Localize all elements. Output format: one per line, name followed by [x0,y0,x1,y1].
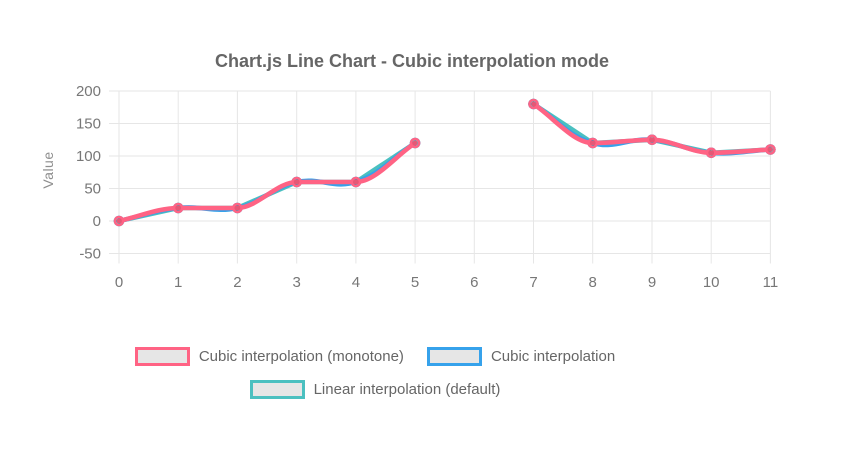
data-point[interactable] [350,176,362,188]
legend-swatch-cubic-monotone [134,347,190,366]
y-tick-label: 0 [93,213,101,230]
plot-area[interactable] [119,91,770,254]
data-point[interactable] [232,202,243,214]
series-line-monotone [116,140,418,224]
legend-label-linear: Linear interpolation (default) [313,381,501,398]
data-point[interactable] [409,137,421,149]
legend-swatch-cubic [426,347,482,366]
data-point[interactable] [765,144,776,155]
legend-item-cubic[interactable]: Cubic interpolation [426,347,616,366]
data-point[interactable] [587,137,599,149]
chart-title: Chart.js Line Chart - Cubic interpolatio… [214,51,610,71]
data-point[interactable] [528,98,539,110]
x-tick-label: 2 [233,274,241,291]
x-tick-label: 0 [115,274,123,291]
x-tick-label: 4 [352,274,360,291]
x-tick-label: 6 [470,274,478,291]
legend-item-linear[interactable]: Linear interpolation (default) [249,380,501,399]
x-tick-label: 9 [648,274,656,291]
x-tick-label: 8 [589,274,597,291]
series-line-monotone [531,101,773,156]
chart-canvas[interactable]: 200 150 100 50 0 -50 0 1 2 3 4 5 6 7 8 9 10 11 [0,0,841,330]
x-tick-label: 5 [411,274,419,291]
y-tick-label: -50 [79,246,101,263]
y-tick-label: 200 [76,83,101,100]
chart-legend: Cubic interpolation (monotone) Cubic int… [0,347,750,399]
legend-swatch-linear [249,380,305,399]
x-tick-label: 1 [174,274,182,291]
data-point[interactable] [646,134,658,146]
x-tick-label: 11 [763,274,779,291]
legend-row-1: Cubic interpolation (monotone) Cubic int… [134,347,616,366]
data-point[interactable] [113,215,125,227]
legend-label-cubic-monotone: Cubic interpolation (monotone) [198,348,404,365]
y-tick-label: 50 [84,181,101,198]
data-point[interactable] [291,176,303,188]
x-tick-label: 7 [529,274,537,291]
x-tick-label: 3 [293,274,301,291]
y-tick-label: 100 [76,148,101,165]
legend-row-2: Linear interpolation (default) [249,380,501,399]
legend-item-cubic-monotone[interactable]: Cubic interpolation (monotone) [134,347,404,366]
x-tick-label: 10 [703,274,720,291]
data-point[interactable] [172,202,184,214]
legend-label-cubic: Cubic interpolation [490,348,616,365]
data-point[interactable] [705,147,717,159]
y-tick-label: 150 [76,116,101,133]
